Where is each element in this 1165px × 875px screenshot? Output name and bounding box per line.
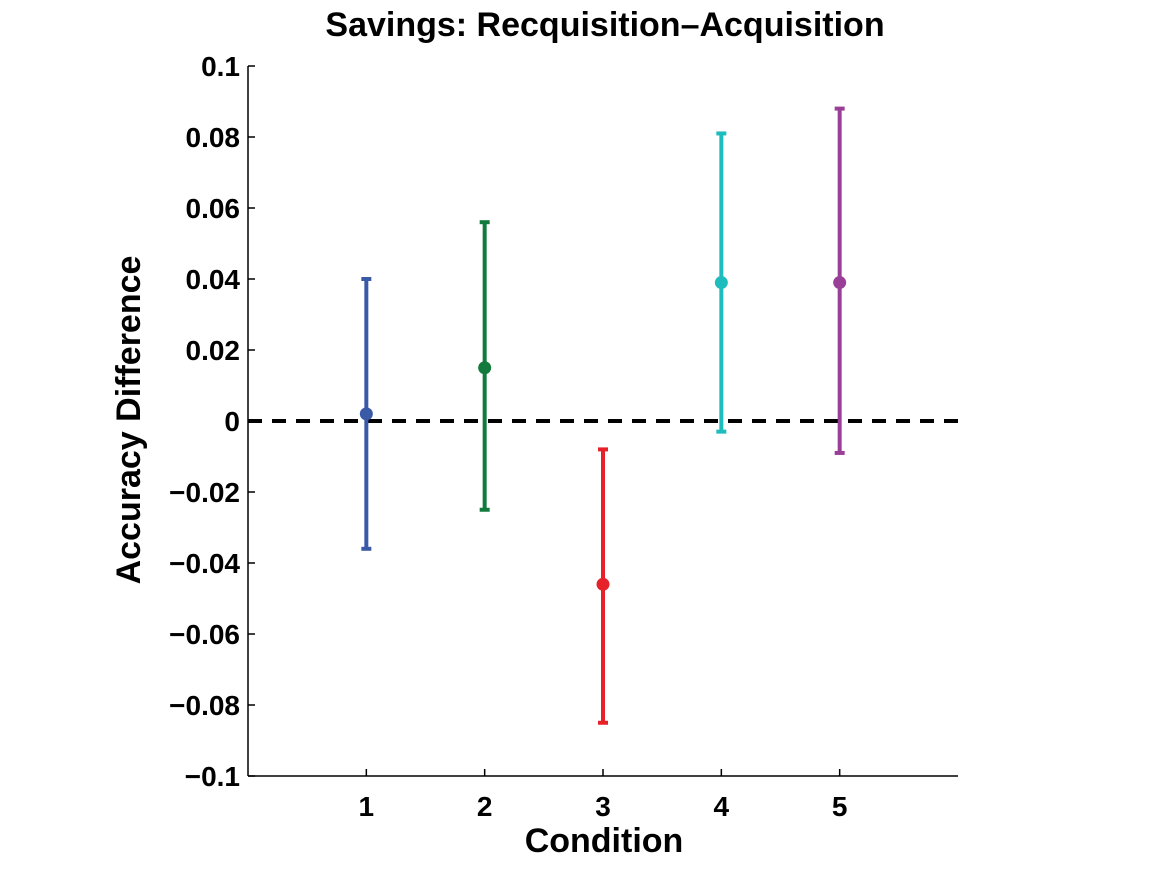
- x-tick-label: 3: [595, 791, 611, 822]
- condition-4-group: [714, 131, 728, 434]
- y-tick-label: 0: [224, 406, 240, 437]
- y-tick-label: −0.02: [169, 477, 240, 508]
- y-tick-label: 0.02: [186, 335, 241, 366]
- y-tick-label: −0.04: [169, 548, 240, 579]
- x-tick-label: 4: [714, 791, 730, 822]
- y-tick-label: −0.06: [169, 619, 240, 650]
- data-point: [478, 361, 492, 375]
- y-tick-label: 0.04: [186, 264, 241, 295]
- x-tick-label: 2: [477, 791, 493, 822]
- data-point: [833, 276, 847, 290]
- y-tick-label: −0.1: [185, 761, 240, 792]
- y-tick-label: 0.1: [201, 51, 240, 82]
- x-tick-label: 1: [359, 791, 375, 822]
- condition-1-group: [359, 277, 373, 551]
- condition-5-group: [833, 106, 847, 455]
- x-tick-label: 5: [832, 791, 848, 822]
- chart-title: Savings: Recquisition–Acquisition: [325, 6, 884, 44]
- data-point: [596, 577, 610, 591]
- data-marks: [359, 106, 847, 725]
- x-axis-title: Condition: [525, 822, 684, 860]
- condition-2-group: [478, 220, 492, 512]
- x-axis: 1 2 3 4 5: [248, 769, 958, 822]
- data-point: [359, 407, 373, 421]
- data-point: [714, 276, 728, 290]
- y-tick-label: 0.06: [186, 193, 241, 224]
- y-axis-title: Accuracy Difference: [110, 256, 148, 585]
- condition-3-group: [596, 447, 610, 725]
- y-axis: 0.1 0.08 0.06 0.04 0.02 0 −0.02 −0.04 −0.06 −0.08…: [169, 51, 255, 792]
- y-tick-label: −0.08: [169, 690, 240, 721]
- y-tick-label: 0.08: [186, 122, 241, 153]
